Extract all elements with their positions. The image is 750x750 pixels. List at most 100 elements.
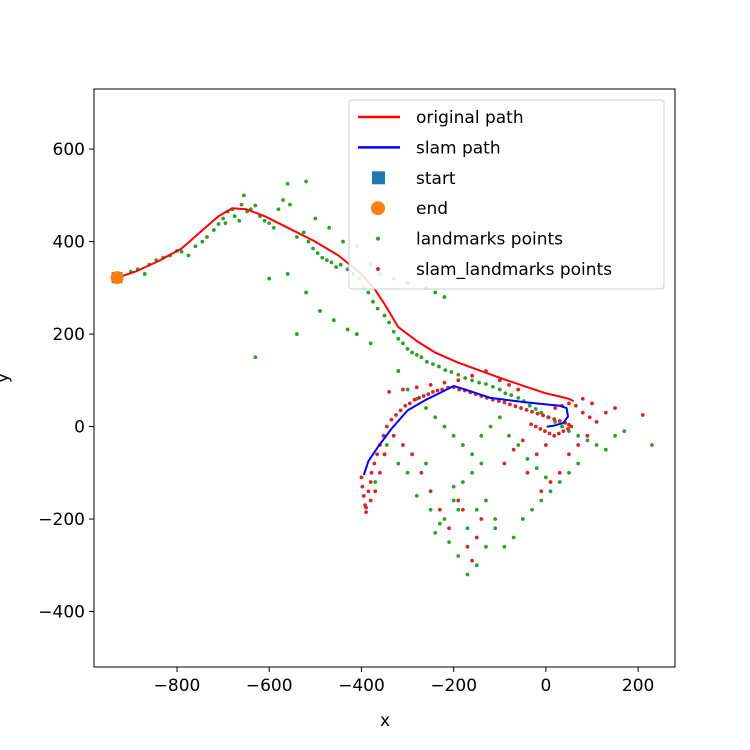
landmarks-points-dot [142, 272, 147, 276]
landmarks-points-dot [530, 507, 534, 512]
slam-landmarks-points-dot [590, 401, 594, 406]
landmarks-points-dot [456, 507, 461, 512]
slam-landmarks-points-dot [368, 498, 373, 503]
landmarks-points-dot [576, 433, 581, 438]
landmarks-points-dot [447, 540, 451, 545]
legend-label-start: start [416, 169, 456, 189]
slam-landmarks-points-dot [470, 558, 475, 563]
y-tick-label: 600 [53, 140, 85, 160]
slam-landmarks-points-dot [587, 415, 592, 420]
y-tick-label: 0 [74, 418, 85, 438]
slam-landmarks-points-dot [576, 443, 581, 447]
landmarks-points-dot [223, 221, 228, 225]
landmarks-points-dot [539, 498, 544, 503]
slam-landmarks-points-dot [460, 507, 465, 512]
landmarks-points-dot [451, 433, 456, 438]
landmarks-points-dot [534, 466, 539, 471]
landmarks-points-dot [557, 480, 562, 484]
landmarks-points-dot [456, 554, 461, 558]
landmarks-points-dot [490, 384, 495, 389]
landmarks-points-dot [334, 265, 338, 269]
landmarks-points-dot [294, 235, 299, 239]
landmarks-points-dot [442, 295, 447, 299]
landmarks-points-dot [470, 378, 475, 383]
landmarks-points-dot [463, 376, 468, 380]
slam-landmarks-points-dot [546, 415, 551, 420]
landmarks-points-dot [451, 484, 456, 489]
slam-landmarks-points-dot [377, 470, 382, 475]
landmarks-points-dot [585, 438, 590, 443]
landmarks-points-dot [497, 387, 502, 392]
legend: original path slam path start end landmarks … [348, 99, 665, 290]
landmarks-points-dot [405, 346, 410, 351]
slam-landmarks-points-dot [552, 417, 557, 422]
landmarks-points-dot [304, 290, 309, 295]
slam-landmarks-points-dot [497, 378, 502, 383]
slam-landmarks-points-dot [585, 433, 590, 438]
legend-label-end: end [416, 199, 448, 219]
landmarks-points-dot [474, 507, 479, 512]
landmarks-points-dot [520, 517, 525, 521]
landmarks-points-dot [451, 498, 456, 503]
slam-landmarks-points-dot [456, 498, 461, 503]
landmarks-points-dot [567, 470, 571, 475]
slam-landmarks-points-dot [419, 470, 424, 475]
landmarks-points-dot [414, 352, 419, 357]
slam-landmarks-points-dot [519, 406, 523, 410]
legend-swatch-end [371, 201, 385, 216]
slam-landmarks-points-dot [548, 480, 553, 484]
legend-label-original-path: original path [416, 108, 524, 128]
landmarks-points-dot [318, 309, 322, 313]
y-tick-label: 400 [53, 233, 85, 253]
landmarks-points-dot [288, 202, 292, 207]
slam-landmarks-points-dot [431, 389, 435, 394]
slam-landmarks-points-dot [412, 397, 417, 402]
slam-landmarks-points-dot [384, 424, 389, 429]
landmarks-points-dot [479, 433, 484, 438]
landmarks-points-dot [311, 246, 315, 251]
slam-landmarks-points-dot [580, 410, 585, 415]
landmarks-points-dot [650, 443, 654, 447]
landmarks-points-dot [437, 521, 442, 526]
landmarks-points-dot [375, 306, 380, 311]
landmarks-points-dot [241, 193, 246, 198]
landmarks-points-dot [548, 489, 553, 494]
slam-landmarks-points-dot [552, 433, 557, 438]
landmarks-points-dot [320, 255, 325, 260]
y-tick-label: −200 [38, 510, 85, 530]
slam-landmarks-points-dot [580, 396, 585, 401]
landmarks-points-dot [396, 461, 401, 466]
slam-landmarks-points-dot [567, 401, 571, 406]
slam-landmarks-points-dot [417, 395, 421, 400]
slam-landmarks-points-dot [557, 419, 562, 423]
slam-landmarks-points-dot [556, 431, 561, 436]
landmarks-points-dot [306, 239, 311, 244]
landmarks-points-dot [437, 364, 441, 369]
landmarks-points-dot [276, 207, 281, 212]
slam-landmarks-points-dot [421, 394, 426, 398]
landmarks-points-dot [460, 443, 465, 447]
landmarks-points-dot [442, 517, 447, 521]
landmarks-points-dot [401, 341, 405, 346]
slam-landmarks-points-dot [543, 429, 547, 434]
landmarks-points-dot [576, 461, 581, 466]
slam-landmarks-points-dot [524, 408, 529, 412]
landmarks-points-dot [470, 452, 475, 457]
landmarks-points-dot [433, 531, 438, 535]
landmarks-points-dot [433, 415, 438, 420]
x-tick-label: 0 [540, 676, 551, 696]
plot-frame [93, 88, 676, 668]
slam-landmarks-points-dot [360, 484, 365, 489]
slam-landmarks-points-dot [428, 489, 433, 494]
slam-landmarks-points-dot [410, 452, 415, 457]
slam-landmarks-points-dot [567, 452, 571, 457]
landmarks-points-dot [449, 370, 454, 374]
landmarks-points-dot [193, 244, 198, 249]
landmarks-points-dot [391, 329, 396, 334]
slam-landmarks-points-dot [456, 378, 461, 383]
end-marker [110, 271, 124, 285]
landmarks-points-dot [329, 260, 334, 265]
landmarks-points-dot [405, 387, 410, 392]
landmarks-points-dot [410, 350, 415, 355]
